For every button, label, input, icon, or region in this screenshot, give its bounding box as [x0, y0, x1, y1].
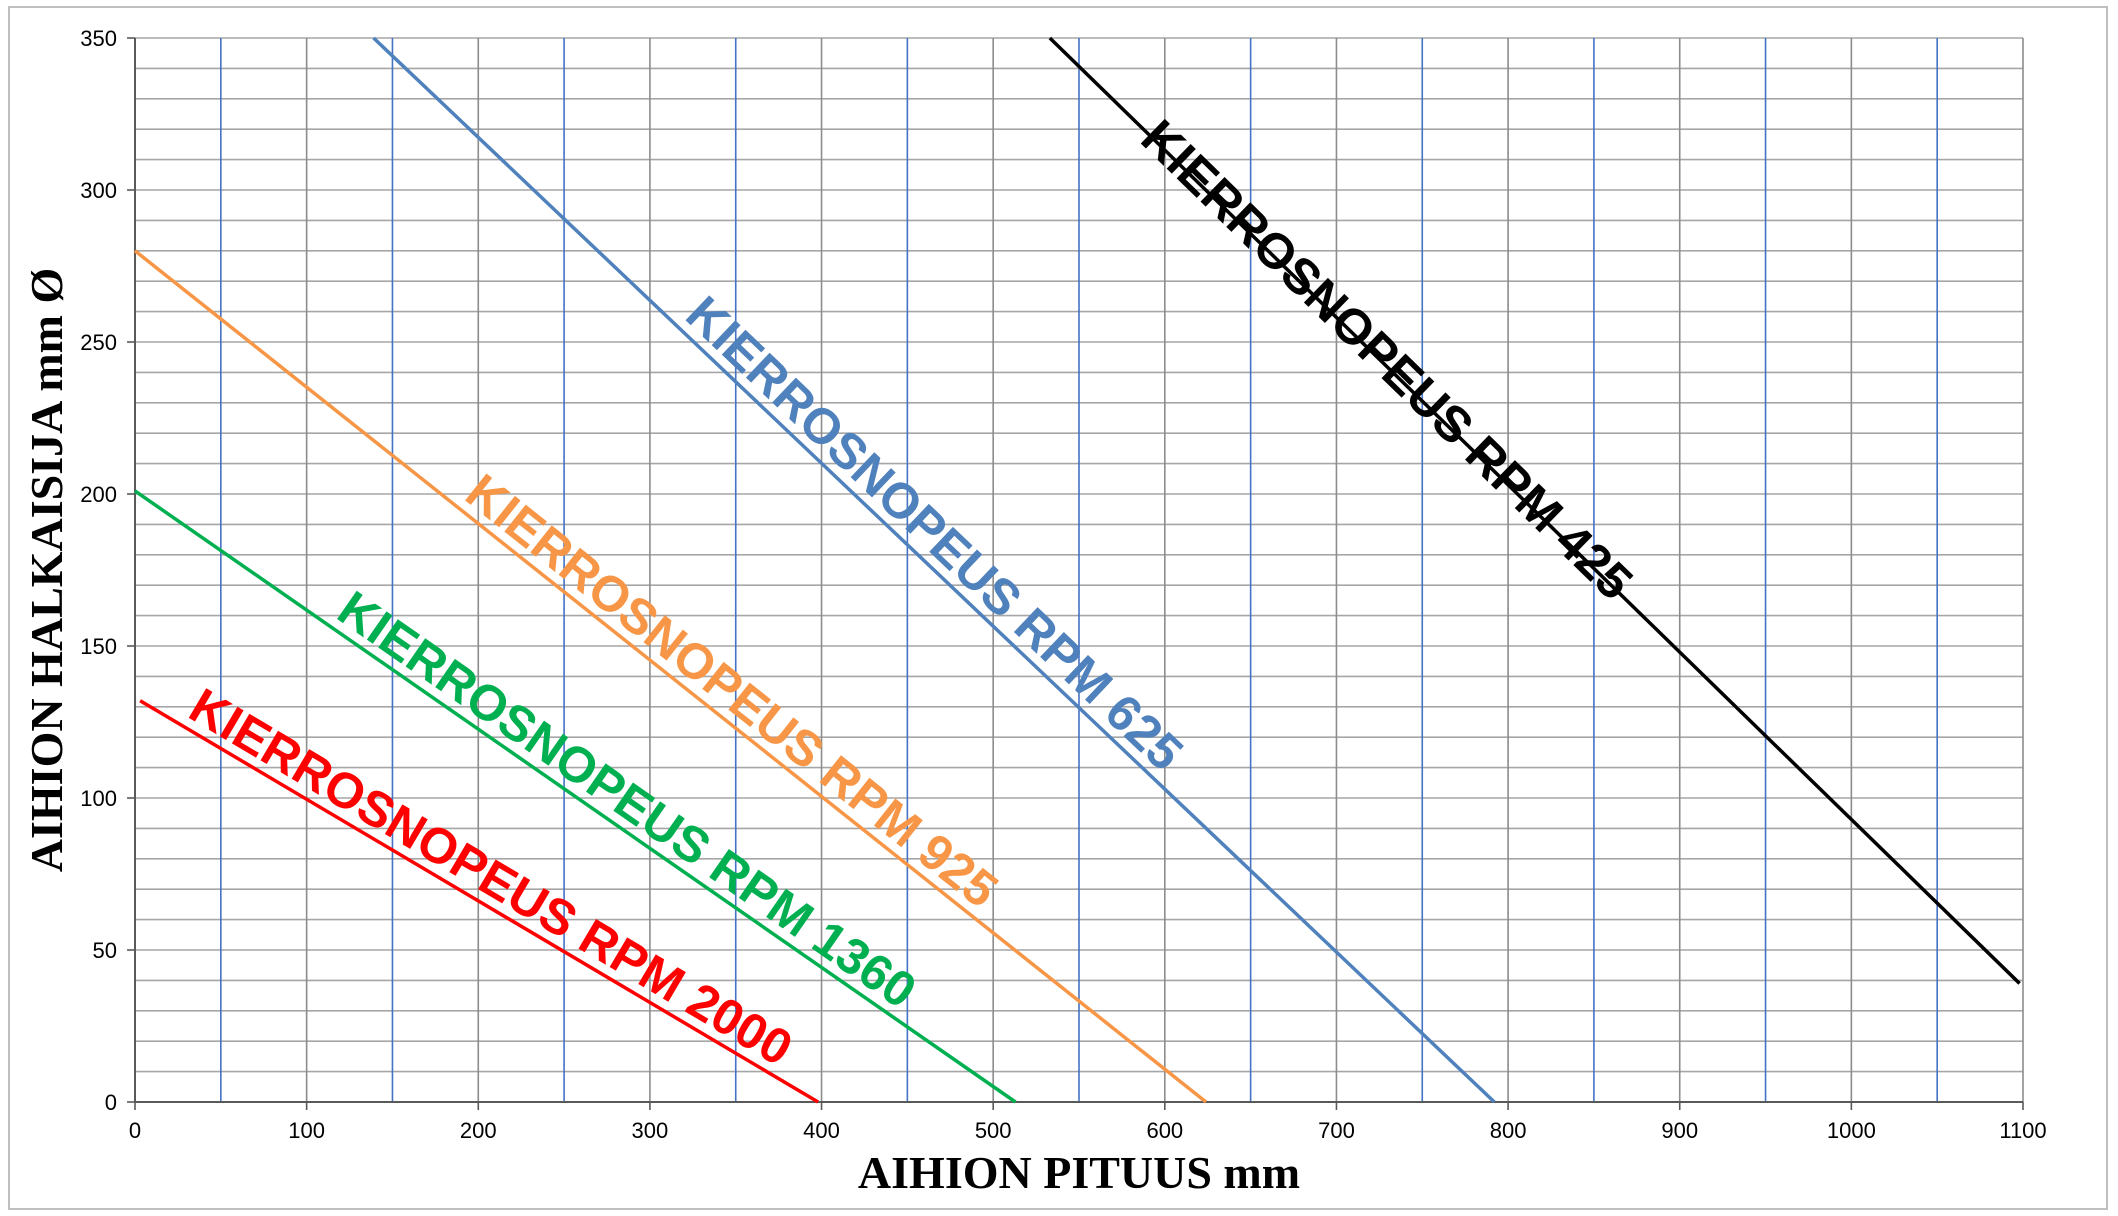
- series-lines: [133, 36, 2021, 1104]
- x-tick-label: 0: [129, 1118, 141, 1143]
- y-tick-label: 150: [80, 634, 117, 659]
- y-tick-label: 350: [80, 26, 117, 51]
- y-tick-label: 200: [80, 482, 117, 507]
- x-tick-label: 400: [803, 1118, 840, 1143]
- series-line: [372, 36, 1496, 1104]
- y-tick-label: 300: [80, 178, 117, 203]
- y-tick-label: 100: [80, 786, 117, 811]
- series-line: [133, 249, 1208, 1104]
- x-tick-label: 600: [1146, 1118, 1183, 1143]
- series-line: [134, 489, 1017, 1104]
- x-tick-label: 900: [1661, 1118, 1698, 1143]
- x-tick-label: 100: [288, 1118, 325, 1143]
- grid: [127, 37, 2024, 1110]
- x-tick-label: 1000: [1827, 1118, 1876, 1143]
- series-label: KIERROSNOPEUS RPM 425: [1131, 109, 1644, 611]
- tick-labels: 0 100 200 300 400 500 600 700 800 900 1000 1100 0 50 1…: [80, 26, 2046, 1143]
- y-axis-title: AIHION HALKAISIJA mm Ø: [21, 268, 72, 872]
- series-line: [1048, 36, 2021, 985]
- x-tick-label: 800: [1490, 1118, 1527, 1143]
- x-tick-label: 500: [975, 1118, 1012, 1143]
- y-tick-label: 0: [105, 1090, 117, 1115]
- y-tick-label: 50: [93, 938, 117, 963]
- x-tick-label: 1100: [1999, 1118, 2046, 1143]
- x-tick-label: 300: [632, 1118, 669, 1143]
- x-axis-title: AIHION PITUUS mm: [858, 1147, 1300, 1198]
- x-tick-label: 200: [460, 1118, 497, 1143]
- y-tick-label: 250: [80, 330, 117, 355]
- series-line: [139, 699, 820, 1104]
- x-tick-label: 700: [1318, 1118, 1355, 1143]
- chart-frame: KIERROSNOPEUS RPM 2000 KIERROSNOPEUS RPM …: [8, 6, 2108, 1210]
